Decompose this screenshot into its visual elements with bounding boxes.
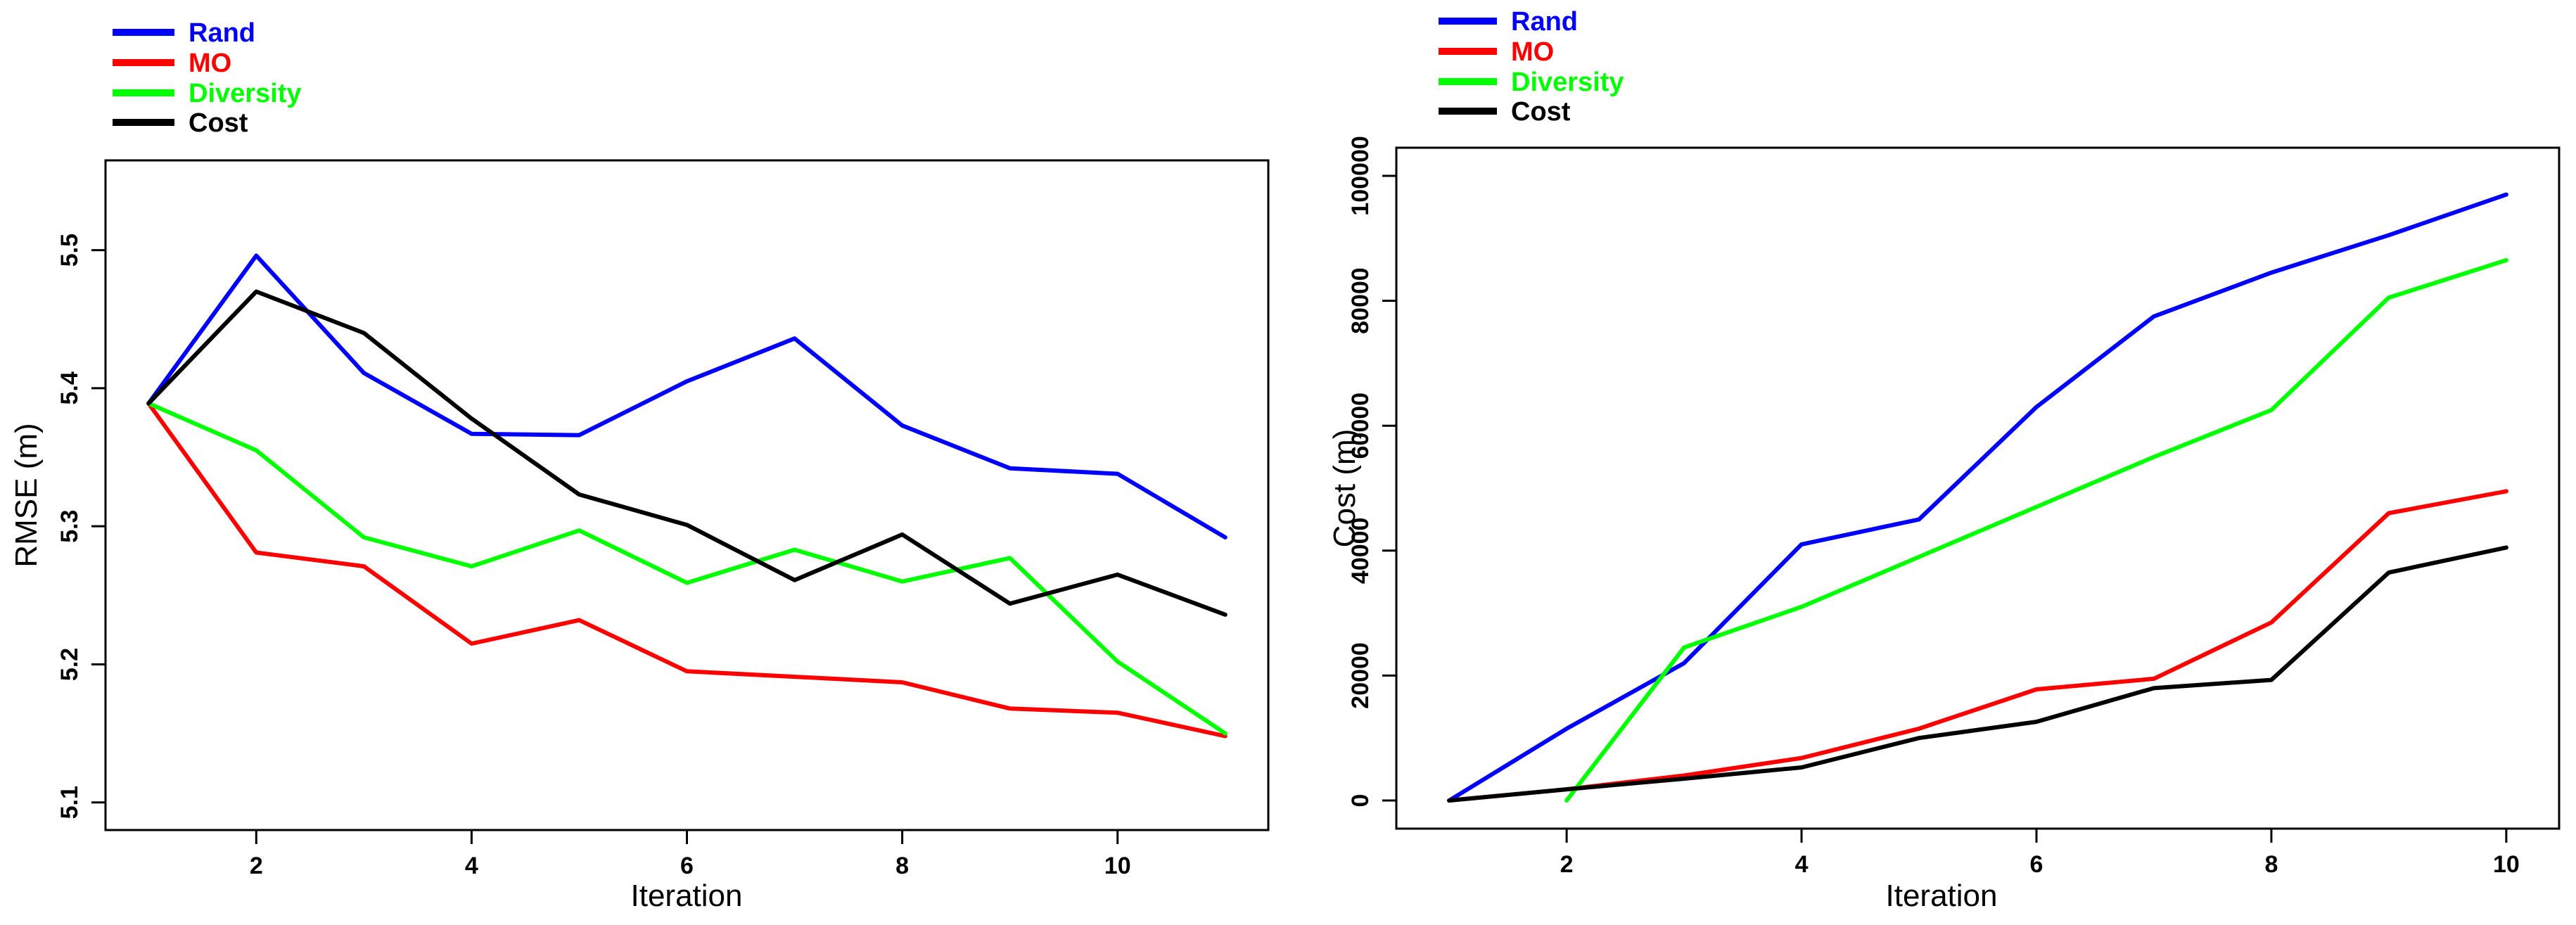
cost-x-axis: 2 4 6 8 10 <box>1560 827 2520 878</box>
rmse-y-tick-label: 5.2 <box>56 648 83 681</box>
cost-y-tick-label: 60000 <box>1347 393 1374 459</box>
rmse-x-tick-label: 8 <box>895 853 909 879</box>
cost-chart: Rand MO Diversity Cost 2 4 6 8 10 0 20000 4000… <box>1327 7 2561 913</box>
rmse-chart-legend: Rand MO Diversity Cost <box>113 18 302 138</box>
rmse-series-group <box>146 253 1228 739</box>
rmse-y-tick-label: 5.1 <box>56 786 83 819</box>
cost-y-tick-label: 100000 <box>1347 136 1374 215</box>
rmse-y-axis-title: RMSE (m) <box>9 423 44 567</box>
legend-entry-cost: Cost <box>1439 97 1571 127</box>
rmse-x-tick-label: 4 <box>465 853 478 879</box>
cost-y-axis: 0 20000 40000 60000 80000 100000 <box>1347 136 1398 808</box>
rmse-series-diversity-line <box>146 401 1228 736</box>
rmse-y-tick-label: 5.3 <box>56 510 83 543</box>
legend-label-diversity: Diversity <box>189 79 302 108</box>
legend-label-diversity: Diversity <box>1511 68 1624 97</box>
legend-entry-cost: Cost <box>113 108 248 138</box>
legend-label-cost: Cost <box>1511 97 1571 127</box>
rmse-chart: Rand MO Diversity Cost 2 4 6 8 10 5.15.25.35… <box>9 18 1270 913</box>
legend-label-rand: Rand <box>189 18 255 48</box>
cost-x-tick-label: 10 <box>2493 851 2520 878</box>
legend-entry-rand: Rand <box>113 18 255 48</box>
rmse-y-tick-label: 5.4 <box>56 371 83 404</box>
rmse-x-tick-label: 2 <box>250 853 263 879</box>
rmse-x-axis: 2 4 6 8 10 <box>250 829 1140 879</box>
cost-series-cost-line <box>1447 545 2508 803</box>
legend-entry-mo: MO <box>1439 37 1554 67</box>
rmse-series-rand-line <box>146 253 1228 540</box>
cost-y-tick-label: 0 <box>1347 794 1374 808</box>
legend-entry-rand: Rand <box>1439 7 1578 37</box>
rmse-x-axis-title: Iteration <box>631 879 743 913</box>
legend-label-mo: MO <box>1511 37 1554 67</box>
cost-x-tick-label: 2 <box>1560 851 1574 878</box>
rmse-y-axis: 5.1 5.2 5.3 5.4 5.5 <box>56 234 107 819</box>
cost-x-axis-title: Iteration <box>1886 879 1998 913</box>
legend-entry-mo: MO <box>113 49 231 78</box>
cost-series-rand-line <box>1447 192 2508 803</box>
rmse-x-tick-label: 6 <box>680 853 694 879</box>
cost-x-tick-label: 4 <box>1795 851 1809 878</box>
cost-y-axis-title: Cost (m) <box>1327 429 1362 548</box>
legend-label-rand: Rand <box>1511 7 1578 37</box>
rmse-x-tick-label: 10 <box>1104 853 1131 879</box>
cost-series-mo-line <box>1447 489 2508 803</box>
cost-y-tick-label: 40000 <box>1347 518 1374 585</box>
rmse-y-tick-label: 5.5 <box>56 234 83 267</box>
cost-y-tick-label: 20000 <box>1347 642 1374 709</box>
rmse-series-cost-line <box>146 289 1228 617</box>
rmse-plot-frame <box>104 159 1270 831</box>
cost-series-group <box>1447 192 2508 803</box>
cost-chart-legend: Rand MO Diversity Cost <box>1439 7 1624 127</box>
cost-x-tick-label: 6 <box>2030 851 2043 878</box>
legend-label-cost: Cost <box>189 108 248 138</box>
rmse-series-mo-line <box>146 401 1228 739</box>
cost-series-diversity-line <box>1564 257 2508 803</box>
legend-label-mo: MO <box>189 49 231 78</box>
legend-entry-diversity: Diversity <box>113 79 302 108</box>
cost-y-tick-label: 80000 <box>1347 267 1374 334</box>
cost-x-tick-label: 8 <box>2264 851 2278 878</box>
legend-entry-diversity: Diversity <box>1439 68 1624 97</box>
